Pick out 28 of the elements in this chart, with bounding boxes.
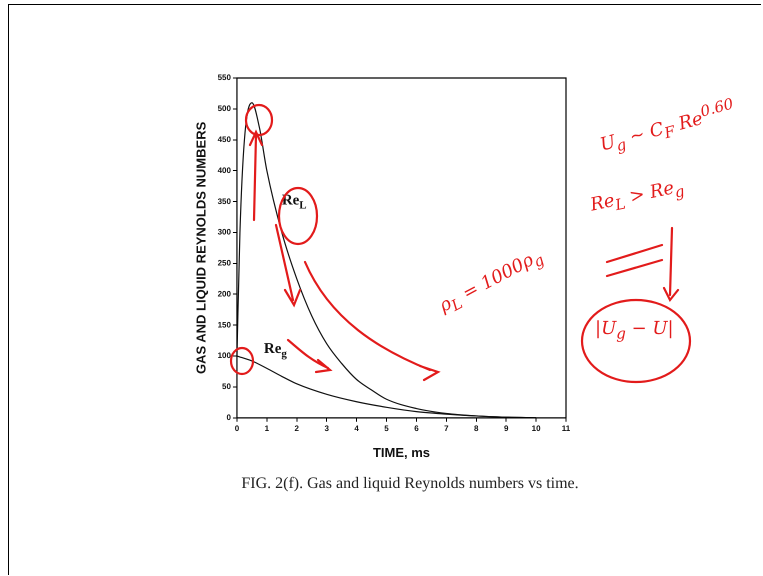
x-axis-title: TIME, ms xyxy=(372,444,430,460)
x-tick-label: 11 xyxy=(562,424,571,433)
x-tick-label: 9 xyxy=(504,424,509,433)
y-tick-label: 350 xyxy=(218,196,232,206)
y-axis-title: GAS AND LIQUID REYNOLDS NUMBERS xyxy=(193,121,208,374)
y-tick-label: 200 xyxy=(218,289,232,298)
y-tick-label: 300 xyxy=(218,228,232,237)
y-tick-label: 550 xyxy=(218,73,232,82)
y-tick-label: 250 xyxy=(218,258,232,268)
y-tick-label: 0 xyxy=(226,413,232,422)
x-tick-label: 1 xyxy=(264,424,270,433)
y-tick-label: 50 xyxy=(222,382,232,392)
x-tick-label: 4 xyxy=(354,424,360,433)
text: |U$_{g}$ − U| xyxy=(595,318,674,343)
text: FIG. 2(f). Gas and liquid Reynolds numbers vs time. xyxy=(240,475,580,493)
y-tick-label: 400 xyxy=(218,166,232,175)
y-tick-label: 450 xyxy=(218,134,232,144)
x-tick-label: 8 xyxy=(474,424,480,433)
x-tick-label: 2 xyxy=(294,424,300,433)
x-tick-label: 5 xyxy=(384,424,390,433)
x-tick-label: 3 xyxy=(324,424,330,433)
y-tick-label: 100 xyxy=(218,351,232,360)
x-tick-label: 6 xyxy=(414,424,420,433)
x-tick-label: 7 xyxy=(444,424,450,433)
y-tick-label: 500 xyxy=(218,104,232,114)
y-tick-label: 150 xyxy=(218,320,232,330)
x-tick-label: 10 xyxy=(532,424,542,433)
x-tick-label: 0 xyxy=(234,424,240,433)
